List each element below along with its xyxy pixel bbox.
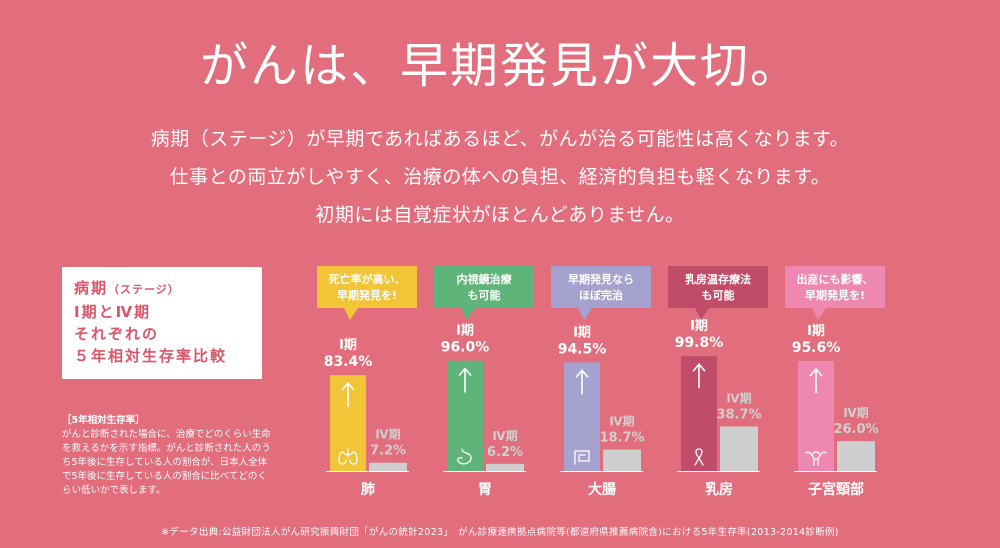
ribbon-icon-path	[694, 448, 704, 466]
survival-rate-note: ［5年相対生存率］ がんと診断された場合に、治療でどのくらい生命を救えるかを示す…	[62, 414, 272, 498]
callout-text-line-2: 早期発見を!	[805, 288, 865, 302]
lungs-icon-path	[338, 451, 349, 465]
stage1-value-label: 94.5%	[558, 341, 607, 357]
colon-icon	[574, 450, 590, 465]
survival-bar-chart: 死亡率が高い、早期発見を!Ⅰ期83.4%Ⅳ期7.2%肺内視鏡治療も可能Ⅰ期96.…	[317, 266, 885, 498]
note-body: がんと診断された場合に、治療でどのくらい生命を救えるかを示す指標。がんと診断され…	[62, 429, 271, 496]
stage-box-line-4: ５年相対生存率比較	[74, 347, 228, 365]
callout-text-line-1: 死亡率が高い、	[329, 272, 406, 286]
stage4-bar	[603, 449, 641, 471]
callout-bubble	[668, 266, 768, 308]
stomach-icon-path	[457, 448, 472, 465]
lungs-icon	[338, 448, 358, 465]
stage4-value-label: 18.7%	[599, 430, 644, 445]
stage1-value-label: 95.6%	[792, 340, 841, 356]
stage4-series-label: Ⅳ期	[492, 428, 517, 443]
stage1-series-label: Ⅰ期	[807, 324, 825, 339]
stage-comparison-box: 病期（ステージ） Ⅰ期とⅣ期 それぞれの ５年相対生存率比較	[62, 267, 262, 379]
intro-line-1: 病期（ステージ）が早期であればあるほど、がんが治る可能性は高くなります。	[150, 128, 850, 150]
data-source-footnote: ※データ出典:公益財団法人がん研究振興財団「がんの統計2023」 がん診療連携拠…	[161, 527, 839, 538]
callout-tail	[461, 308, 475, 320]
stage4-series-label: Ⅳ期	[609, 413, 634, 428]
callout-text-line-2: も可能	[702, 288, 735, 302]
stage4-series-label: Ⅳ期	[375, 427, 400, 442]
stage-box-line-2: Ⅰ期とⅣ期	[74, 303, 152, 321]
intro-text: 病期（ステージ）が早期であればあるほど、がんが治る可能性は高くなります。 仕事と…	[0, 120, 1000, 234]
stage1-series-label: Ⅰ期	[573, 325, 591, 340]
stage4-value-label: 38.7%	[716, 407, 761, 422]
stage4-value-label: 6.2%	[487, 445, 523, 460]
stage1-value-label: 83.4%	[324, 354, 373, 370]
stage1-series-label: Ⅰ期	[339, 338, 357, 353]
category-label: 大腸	[588, 481, 616, 498]
uterus-icon-path	[811, 451, 821, 456]
ribbon-icon	[694, 448, 704, 466]
category-label: 肺	[361, 482, 375, 498]
stage4-series-label: Ⅳ期	[726, 390, 751, 405]
headline: がんは、早期発見が大切。	[199, 38, 800, 94]
callout-tail	[812, 308, 826, 320]
bar-arrow-head	[458, 367, 472, 377]
stage1-series-label: Ⅰ期	[456, 324, 474, 339]
callout-tail	[695, 308, 709, 320]
stage4-bar	[720, 426, 758, 471]
callout-bubble	[434, 266, 534, 308]
stage1-series-label: Ⅰ期	[690, 319, 708, 334]
stage1-value-label: 96.0%	[441, 340, 490, 356]
bar-arrow-head	[575, 369, 589, 378]
intro-line-2: 仕事との両立がしやすく、治療の体への負担、経済的負担も軽くなります。	[169, 166, 831, 188]
callout-bubble	[317, 266, 417, 308]
bar-arrow-head	[341, 381, 355, 391]
stage4-bar	[486, 463, 524, 471]
stage4-series-label: Ⅳ期	[843, 405, 868, 420]
uterus-icon-path	[813, 459, 819, 466]
callout-text-line-2: 早期発見を!	[337, 288, 397, 302]
callout-tail	[578, 308, 592, 320]
stage-box-line-1: 病期（ステージ）	[74, 279, 180, 297]
callout-tail	[344, 308, 358, 320]
uterus-icon-path	[805, 451, 827, 461]
stomach-icon	[457, 448, 472, 465]
stage4-bar	[837, 441, 875, 471]
uterus-icon	[805, 451, 827, 466]
note-title: ［5年相対生存率］	[62, 415, 145, 426]
callout-text-line-1: 早期発見なら	[568, 272, 634, 286]
bar-arrow-head	[692, 363, 706, 372]
category-label: 乳房	[705, 481, 733, 498]
stage4-value-label: 26.0%	[833, 422, 878, 437]
callout-text-line-1: 出産にも影響、	[797, 272, 874, 286]
bar-arrow-head	[809, 367, 823, 377]
callout-text-line-1: 内視鏡治療	[457, 272, 513, 286]
stage4-bar	[369, 462, 407, 471]
stage-box-line-3: それぞれの	[74, 325, 160, 343]
callout-text-line-2: も可能	[468, 288, 501, 302]
category-label: 胃	[478, 482, 492, 498]
lungs-icon-path	[347, 451, 358, 465]
callout-bubble	[551, 266, 651, 308]
stage1-value-label: 99.8%	[675, 335, 724, 351]
category-label: 子宮頸部	[808, 481, 864, 498]
callout-text-line-2: ほぼ完治	[579, 288, 623, 302]
colon-icon-path	[574, 450, 590, 465]
stage4-value-label: 7.2%	[370, 444, 406, 459]
callout-text-line-1: 乳房温存療法	[685, 272, 751, 286]
intro-line-3: 初期には自覚症状がほとんどありません。	[315, 204, 685, 226]
callout-bubble	[785, 266, 885, 308]
